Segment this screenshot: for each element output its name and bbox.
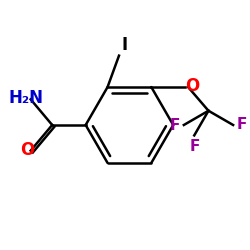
Text: F: F [170, 118, 180, 133]
Text: H₂N: H₂N [8, 89, 43, 107]
Text: I: I [121, 36, 127, 54]
Text: F: F [190, 139, 200, 154]
Text: F: F [236, 117, 247, 132]
Text: O: O [186, 77, 200, 95]
Text: O: O [20, 141, 34, 159]
